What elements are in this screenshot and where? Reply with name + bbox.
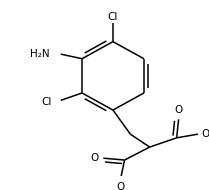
Text: O: O	[175, 105, 183, 115]
Text: O: O	[201, 129, 209, 139]
Text: Cl: Cl	[108, 12, 118, 22]
Text: Cl: Cl	[42, 97, 52, 107]
Text: H₂N: H₂N	[29, 49, 49, 59]
Text: O: O	[90, 153, 99, 163]
Text: O: O	[117, 182, 125, 190]
